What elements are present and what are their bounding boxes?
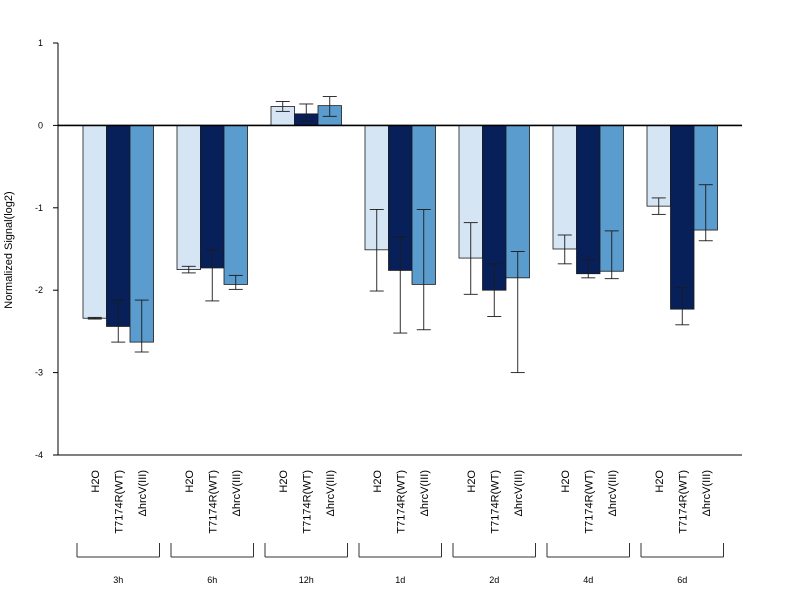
- group-label: 3h: [113, 575, 123, 585]
- group-bracket: [452, 543, 536, 558]
- category-label: ΔhrcV(III): [607, 470, 619, 516]
- y-axis-title: Normalized Signal(log2): [3, 191, 15, 308]
- group-bracket: [170, 543, 254, 558]
- category-label: ΔhrcV(III): [513, 470, 525, 516]
- error-bar: [111, 299, 126, 343]
- error-bar: [205, 249, 220, 302]
- category-label: H2O: [372, 470, 384, 493]
- category-label: H2O: [184, 470, 196, 493]
- category-label: T7174R(WT): [113, 470, 125, 534]
- error-bar: [675, 287, 690, 326]
- error-bar: [228, 274, 243, 290]
- y-tick-label: -3: [35, 368, 43, 378]
- category-label: T7174R(WT): [677, 470, 689, 534]
- category-label: H2O: [90, 470, 102, 493]
- y-tick-label: 1: [38, 38, 43, 48]
- category-label: T7174R(WT): [301, 470, 313, 534]
- error-bar: [181, 265, 196, 274]
- error-bar: [463, 222, 478, 295]
- category-label: T7174R(WT): [489, 470, 501, 534]
- group-label: 6d: [677, 575, 687, 585]
- y-tick-label: 0: [38, 120, 43, 130]
- error-bar: [557, 234, 572, 265]
- bar: [82, 125, 107, 319]
- category-label: H2O: [560, 470, 572, 493]
- y-tick-label: -2: [35, 285, 43, 295]
- group-label: 2d: [489, 575, 499, 585]
- error-bar: [299, 103, 314, 122]
- category-labels: H2O T7174R(WT) ΔhrcV(III) H2O T7174R(WT) Δhrc…: [90, 470, 713, 534]
- group-bracket: [640, 543, 724, 558]
- bar: [552, 125, 577, 250]
- category-label: ΔhrcV(III): [231, 470, 243, 516]
- bar: [200, 125, 225, 269]
- error-bar: [322, 96, 337, 117]
- error-bar: [487, 263, 502, 318]
- group-label: 6h: [207, 575, 217, 585]
- error-bar: [416, 208, 431, 331]
- error-bar: [604, 230, 619, 280]
- error-bar: [651, 197, 666, 215]
- group-label: 12h: [299, 575, 314, 585]
- category-label: H2O: [654, 470, 666, 493]
- group-brackets: 3h 6h 12h 1d 2d 4d 6d: [76, 543, 724, 585]
- group-label: 4d: [583, 575, 593, 585]
- category-label: T7174R(WT): [583, 470, 595, 534]
- group-bracket: [358, 543, 442, 558]
- bar: [646, 125, 671, 207]
- y-tick-label: -4: [35, 450, 43, 460]
- bar: [223, 125, 248, 285]
- category-label: ΔhrcV(III): [325, 470, 337, 516]
- error-bar: [581, 259, 596, 279]
- category-label: T7174R(WT): [207, 470, 219, 534]
- error-bar: [393, 236, 408, 334]
- category-label: T7174R(WT): [395, 470, 407, 534]
- error-bars-layer: [87, 96, 713, 374]
- error-bar: [87, 316, 102, 320]
- bar: [176, 125, 201, 270]
- y-tick-label: -1: [35, 203, 43, 213]
- error-bar: [698, 184, 713, 242]
- bars-layer: [82, 105, 718, 343]
- bar: [106, 125, 131, 327]
- category-label: ΔhrcV(III): [137, 470, 149, 516]
- error-bar: [134, 299, 149, 353]
- error-bar: [510, 251, 525, 374]
- category-label: ΔhrcV(III): [419, 470, 431, 516]
- error-bar: [369, 208, 384, 292]
- category-label: H2O: [466, 470, 478, 493]
- bar: [576, 125, 601, 275]
- category-label: ΔhrcV(III): [701, 470, 713, 516]
- group-bracket: [264, 543, 348, 558]
- bar: [670, 125, 695, 310]
- group-label: 1d: [395, 575, 405, 585]
- group-bracket: [546, 543, 630, 558]
- error-bar: [275, 101, 290, 112]
- group-bracket: [76, 543, 160, 558]
- y-axis: 1 0 -1 -2 -3 -4: [35, 38, 59, 460]
- category-label: H2O: [278, 470, 290, 493]
